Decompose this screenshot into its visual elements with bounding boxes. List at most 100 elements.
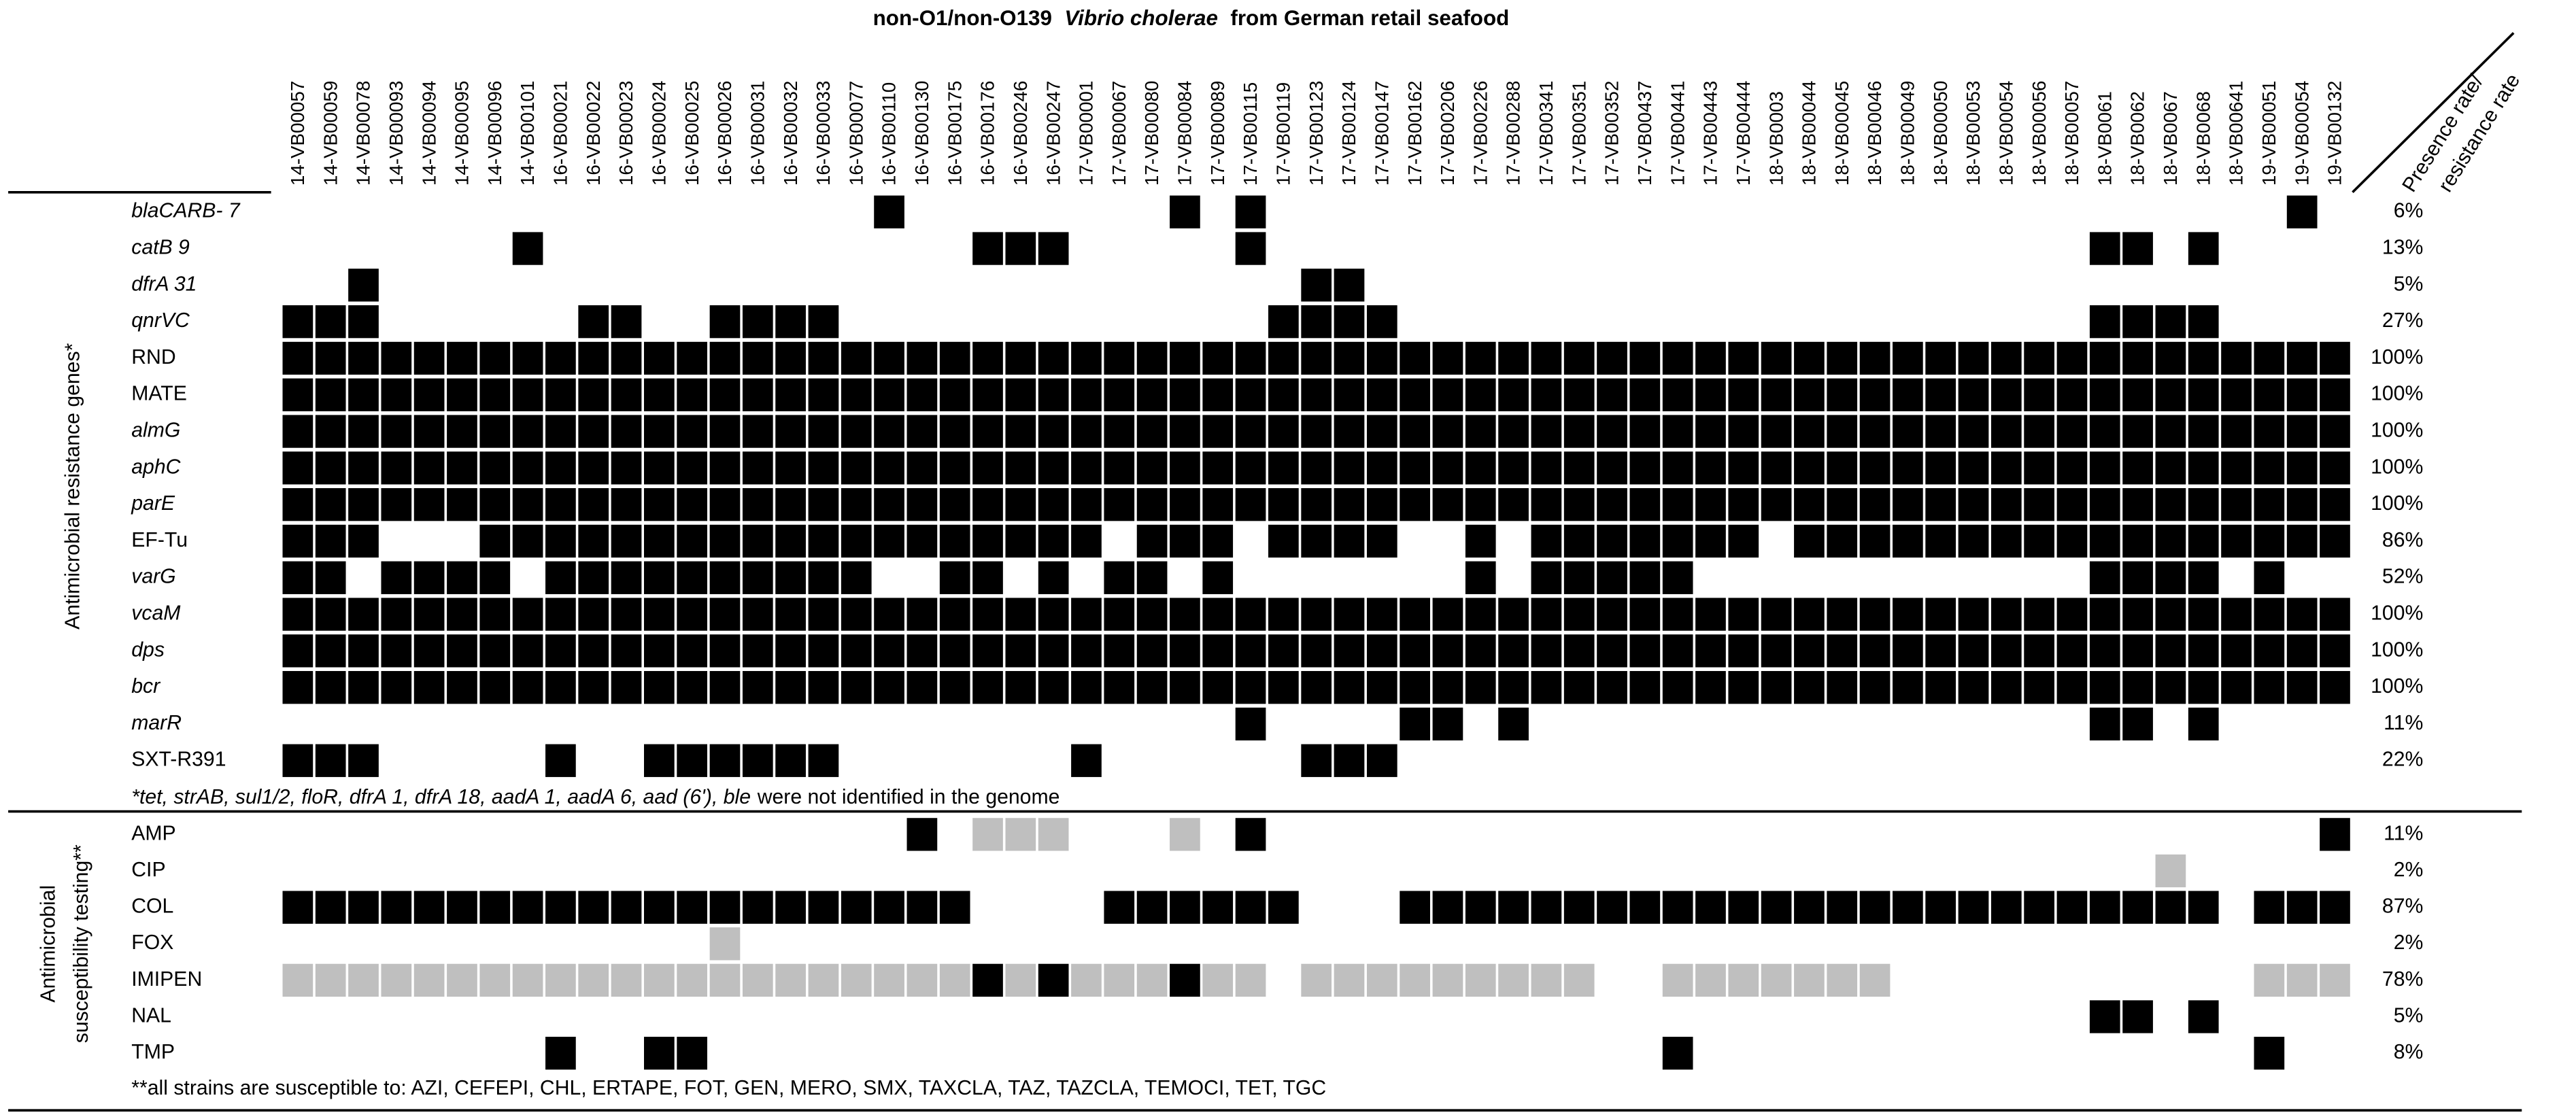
cell (1859, 854, 1891, 888)
cell (545, 232, 576, 265)
cell (1202, 818, 1234, 851)
cell (348, 1036, 379, 1070)
cell (1301, 305, 1332, 339)
cell (578, 305, 609, 339)
cell (972, 232, 1003, 265)
strain-label: 18-VB00057 (2061, 81, 2082, 186)
cell (1465, 451, 1496, 485)
cell (874, 744, 904, 777)
cell (2320, 744, 2350, 777)
row-label: RND (131, 346, 175, 368)
cell (2056, 488, 2088, 521)
cell (545, 963, 576, 997)
strain-label: 17-VB00288 (1503, 81, 1524, 186)
cell (1268, 451, 1299, 485)
cell (1563, 818, 1595, 851)
cell (1728, 963, 1759, 997)
cell (2155, 341, 2186, 375)
cell (1827, 524, 1858, 558)
cell (1563, 269, 1595, 302)
cell (1301, 671, 1332, 704)
cell (1662, 634, 1693, 668)
cell (1859, 891, 1891, 924)
cell (2286, 415, 2318, 448)
cell (1170, 634, 1200, 668)
cell (1498, 598, 1529, 631)
cell (1301, 963, 1332, 997)
cell (1235, 891, 1266, 924)
cell (315, 195, 346, 228)
cell (348, 891, 379, 924)
cell (1268, 634, 1299, 668)
cell (1465, 488, 1496, 521)
cell (1597, 488, 1627, 521)
cell (939, 524, 970, 558)
cell (1662, 488, 1693, 521)
cell (1235, 671, 1266, 704)
cell (479, 891, 511, 924)
cell (1038, 598, 1069, 631)
strain-label: 16-VB00025 (681, 81, 702, 186)
cell (1925, 818, 1956, 851)
cell (2089, 744, 2120, 777)
cell (1827, 1036, 1858, 1070)
strain-label: 16-VB00031 (747, 81, 768, 186)
strain-label: 14-VB00093 (386, 81, 407, 186)
cell (972, 818, 1003, 851)
cell (282, 1036, 313, 1070)
cell (808, 598, 839, 631)
cell (611, 451, 642, 485)
cell (841, 269, 872, 302)
cell (1366, 818, 1397, 851)
cell (1531, 854, 1562, 888)
cell (1563, 744, 1595, 777)
cell (1597, 1000, 1627, 1033)
cell (315, 488, 346, 521)
cell (413, 488, 445, 521)
cell (1334, 415, 1365, 448)
cell (841, 927, 872, 961)
strain-label: 19-VB00054 (2291, 81, 2312, 186)
cell (1005, 927, 1036, 961)
cell (578, 1036, 609, 1070)
cell (2320, 232, 2350, 265)
cell (1728, 1000, 1759, 1033)
cell (1366, 891, 1397, 924)
cell (1432, 341, 1463, 375)
cell (1465, 524, 1496, 558)
cell (1136, 744, 1168, 777)
cell (1038, 707, 1069, 741)
rate-label: 13% (2382, 237, 2423, 259)
cell (1859, 963, 1891, 997)
cell (1202, 927, 1234, 961)
cell (1202, 269, 1234, 302)
cell (709, 1000, 741, 1033)
cell (939, 927, 970, 961)
cell (1794, 671, 1825, 704)
cell (808, 269, 839, 302)
cell (1728, 561, 1759, 594)
cell (2155, 269, 2186, 302)
cell (1629, 1036, 1661, 1070)
cell (2122, 891, 2153, 924)
cell (1990, 232, 2022, 265)
cell (841, 671, 872, 704)
cell (808, 854, 839, 888)
cell (775, 963, 806, 997)
cell (2155, 963, 2186, 997)
cell (348, 451, 379, 485)
cell (808, 232, 839, 265)
cell (1465, 598, 1496, 631)
cell (315, 451, 346, 485)
cell (2155, 488, 2186, 521)
cell (1235, 269, 1266, 302)
cell (1925, 488, 1956, 521)
cell (1827, 634, 1858, 668)
cell (808, 818, 839, 851)
cell (841, 891, 872, 924)
cell (1170, 451, 1200, 485)
cell (1662, 415, 1693, 448)
cell (315, 963, 346, 997)
strain-label: 16-VB00021 (550, 81, 571, 186)
